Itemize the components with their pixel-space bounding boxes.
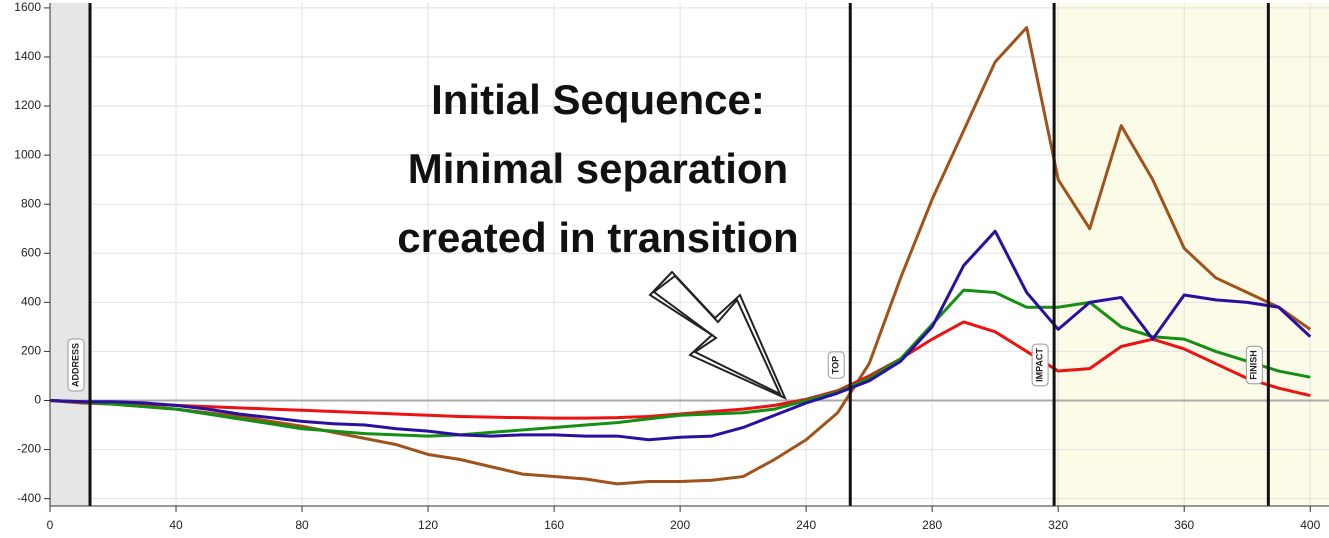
series-line (50, 229, 1312, 442)
y-tick-label: 400 (21, 295, 41, 309)
event-label-text: IMPACT (1034, 348, 1044, 382)
series-line (50, 26, 1312, 486)
x-tick-label: 320 (1048, 518, 1068, 532)
grid (49, 3, 1329, 506)
event-label: ADDRESS (67, 338, 85, 392)
address-region (50, 3, 91, 506)
event-label: FINISH (1245, 345, 1263, 385)
x-tick-label: 200 (670, 518, 690, 532)
series-lines (50, 26, 1312, 486)
annotation-text: Initial Sequence: (431, 76, 765, 123)
event-label-box (1245, 345, 1263, 385)
y-tick-label: 1000 (14, 147, 41, 161)
arrow (648, 270, 787, 400)
y-tick-label: 0 (34, 393, 41, 407)
annotation-text: created in transition (397, 214, 798, 261)
x-tick-label: 120 (418, 518, 438, 532)
y-tick-label: 1200 (14, 98, 41, 112)
x-tick-label: 400 (1300, 518, 1320, 532)
y-tick-label: 1600 (14, 0, 41, 14)
y-tick-label: 600 (21, 245, 41, 259)
x-tick-label: 0 (47, 518, 54, 532)
y-tick-label: 200 (21, 344, 41, 358)
event-label-box (827, 351, 845, 379)
event-label-box (67, 338, 85, 392)
y-tick-label: -200 (17, 442, 41, 456)
series-line (50, 288, 1311, 438)
ticks: -400 -200 0 200 400 600 800 1000 1200 1400 1600 0 40… (14, 0, 1329, 532)
events: ADDRESS TOP IMPACT FINISH (67, 3, 1270, 506)
annotation-text: Minimal separation (408, 145, 788, 192)
y-tick-label: -400 (17, 491, 41, 505)
y-tick-label: 800 (21, 196, 41, 210)
x-tick-label: 80 (295, 518, 309, 532)
x-tick-label: 360 (1174, 518, 1194, 532)
x-tick-label: 160 (544, 518, 564, 532)
x-tick-label: 240 (796, 518, 816, 532)
x-tick-label: 280 (922, 518, 942, 532)
event-label: TOP (827, 351, 845, 379)
event-label-box (1031, 343, 1049, 387)
annotation: Initial Sequence: Minimal separation creat… (397, 76, 798, 261)
event-label-text: ADDRESS (70, 343, 80, 387)
event-label-text: FINISH (1249, 350, 1259, 380)
event-label-text: TOP (831, 356, 841, 374)
y-tick-label: 1400 (14, 49, 41, 63)
x-tick-label: 40 (169, 518, 183, 532)
event-label: IMPACT (1031, 343, 1049, 387)
